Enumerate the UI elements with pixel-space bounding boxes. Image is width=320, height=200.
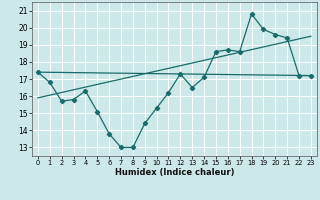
X-axis label: Humidex (Indice chaleur): Humidex (Indice chaleur) xyxy=(115,168,234,177)
